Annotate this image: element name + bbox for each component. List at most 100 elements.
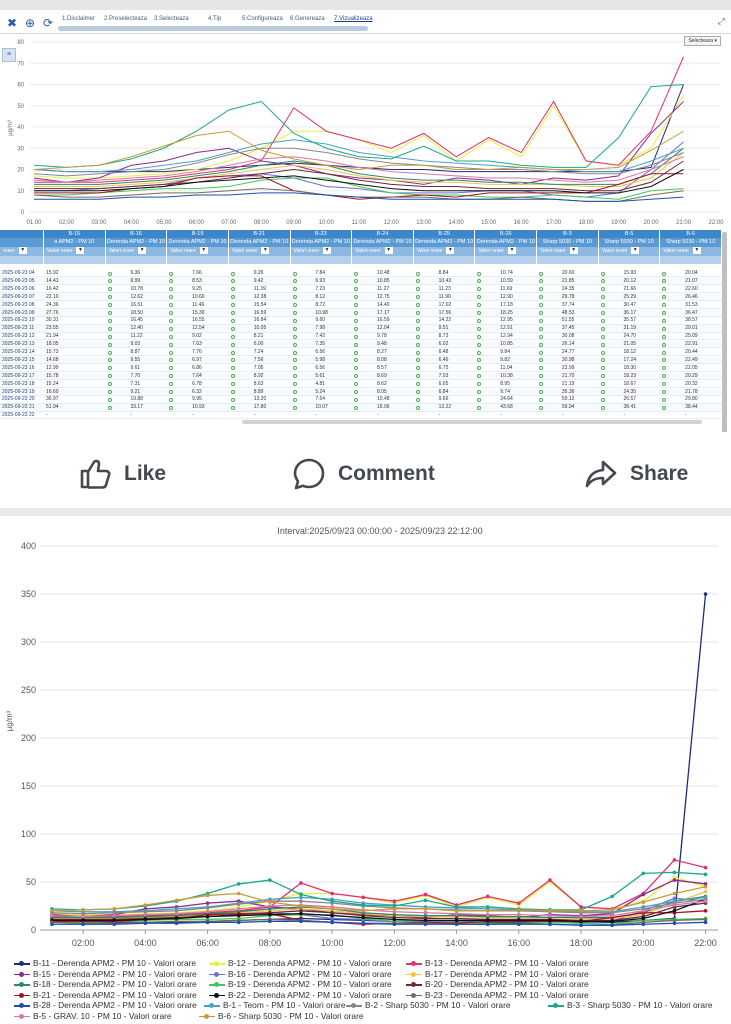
side-tab-icon[interactable]: ≡ — [2, 48, 16, 62]
status-dot — [600, 311, 605, 315]
step-disclaimer[interactable]: 1.Disclaimer — [62, 16, 96, 22]
table-row[interactable]: 2025-09-23 09 27.76 18.50 15.30 16.59 10.98 17… — [0, 309, 722, 317]
column-filter[interactable]: Valori orare ▼ — [228, 247, 290, 256]
cell-value: 16.59 — [253, 309, 267, 316]
filter-icon[interactable]: ▼ — [76, 247, 85, 255]
legend-item[interactable]: B-12 - Derenda APM2 - PM 10 - Valori ora… — [209, 958, 392, 968]
filter-icon[interactable]: ▼ — [692, 247, 701, 255]
table-row[interactable]: 2025-09-23 22 - - - - - - - - - - - — [0, 412, 722, 420]
legend-item[interactable]: B-1 - Teom - PM 10 - Valori orare — [204, 1000, 346, 1010]
column-header[interactable]: B-21 Derenda APM2 - PM 10 Valori orare ▼ — [228, 230, 291, 264]
table-row[interactable]: 2025-09-23 06 16.42 10.78 9.25 11.39 7.23 11.2… — [0, 286, 722, 294]
legend-item[interactable]: B-19 - Derenda APM2 - PM 10 - Valori ora… — [209, 979, 392, 989]
close-icon[interactable]: ✖ — [6, 16, 18, 30]
status-dot — [230, 366, 235, 371]
step-type[interactable]: 4.Tip — [208, 16, 222, 22]
select-button[interactable]: Selecteaza ▾ — [684, 36, 721, 46]
table-row[interactable]: 2025-09-23 04 15.92 9.36 7.66 9.26 7.84 10.48 8… — [0, 270, 722, 278]
table-row[interactable]: 2025-09-23 20 36.97 19.88 9.95 13.20 7.64 10.4… — [0, 396, 722, 404]
legend-item[interactable]: B-22 - Derenda APM2 - PM 10 - Valori ora… — [209, 990, 392, 1000]
table-row[interactable]: 2025-09-23 15 14.68 9.55 6.97 7.56 5.98 8.08 6.… — [0, 356, 722, 365]
column-filter[interactable]: Valori orare ▼ — [660, 247, 721, 256]
column-filter[interactable]: Valori orare ▼ — [290, 247, 352, 256]
step-visualize[interactable]: 7.Vizualizeaza — [334, 16, 373, 22]
share-button[interactable]: Share — [584, 456, 688, 492]
table-row[interactable]: 2025-09-23 19 16.60 9.21 6.32 8.89 5.24 8.05 6.… — [0, 388, 722, 396]
legend-item[interactable]: B-21 - Derenda APM2 - PM 10 - Valori ora… — [14, 990, 197, 1000]
table-row[interactable]: 2025-09-23 07 22.10 12.62 10.60 12.38 8.12 12.… — [0, 293, 722, 301]
column-header[interactable]: B-15 a APM2 - PM 10 Valori orare ▼ — [44, 230, 106, 264]
expand-icon[interactable]: ⤢ — [717, 16, 725, 26]
table-row[interactable]: 2025-09-23 12 21.94 11.22 9.02 8.21 7.42 9.78 8… — [0, 333, 722, 341]
column-filter[interactable]: Valori orare ▼ — [413, 247, 475, 256]
refresh-icon[interactable]: ⟳ — [42, 16, 54, 30]
vertical-scrollbar[interactable] — [722, 232, 727, 516]
filter-icon[interactable]: ▼ — [323, 247, 332, 255]
table-row[interactable]: 2025-09-23 05 14.41 9.99 8.53 9.42 6.93 10.85 1… — [0, 277, 722, 286]
filter-icon[interactable]: ▼ — [446, 247, 455, 255]
status-dot — [662, 405, 667, 410]
column-filter[interactable]: orare ▼ — [0, 247, 43, 256]
filter-icon[interactable]: ▼ — [138, 247, 147, 255]
legend-item[interactable]: B-6 - Sharp 5030 - PM 10 - Valori orare — [199, 1011, 364, 1021]
column-filter[interactable]: Valori orare ▼ — [44, 247, 105, 256]
zoom-icon[interactable]: ⊕ — [24, 16, 36, 30]
legend-item[interactable]: B-2 - Sharp 5030 - PM 10 - Valori orare — [346, 1000, 511, 1010]
filter-icon[interactable]: ▼ — [569, 247, 578, 255]
legend-item[interactable]: B-16 - Derenda APM2 - PM 10 - Valori ora… — [209, 969, 392, 979]
comment-button[interactable]: Comment — [292, 456, 435, 492]
column-filter[interactable]: Valori orare ▼ — [352, 247, 413, 256]
data-point — [112, 910, 117, 915]
column-header[interactable]: orare ▼ — [0, 230, 44, 264]
cell-value: 17.18 — [500, 301, 513, 308]
column-header[interactable]: B-23 Derenda APM2 - PM 10 Valori orare ▼ — [290, 230, 353, 264]
table-row[interactable]: 2025-09-23 13 18.05 9.03 7.63 6.00 7.35 9.48 6.… — [0, 341, 722, 349]
filter-icon[interactable]: ▼ — [199, 247, 208, 255]
table-row[interactable]: 2025-09-23 14 15.73 8.87 7.76 7.24 6.56 8.27 6.… — [0, 349, 722, 357]
column-filter[interactable]: Valori orare ▼ — [598, 247, 660, 256]
data-point — [112, 922, 117, 927]
table-row[interactable]: 2025-09-23 21 51.94 33.17 10.93 17.80 10.07 16… — [0, 404, 722, 412]
step-configure[interactable]: 5.Configureaza — [242, 16, 283, 22]
legend-item[interactable]: B-28 - Derenda APM2 - PM 10 - Valori ora… — [14, 1000, 197, 1010]
legend-item[interactable]: B-13 - Derenda APM2 - PM 10 - Valori ora… — [406, 958, 589, 968]
legend-item[interactable]: B-17 - Derenda APM2 - PM 10 - Valori ora… — [406, 969, 589, 979]
table-row[interactable]: 2025-09-23 16 12.99 9.61 6.86 7.05 6.56 8.57 6.… — [0, 365, 722, 373]
step-generate[interactable]: 6.Genereaza — [290, 16, 325, 22]
column-filter[interactable]: Valori orare ▼ — [105, 247, 167, 256]
legend-item[interactable]: B-18 - Derenda APM2 - PM 10 - Valori ora… — [14, 979, 197, 989]
series-line-16 — [51, 900, 706, 918]
legend-item[interactable]: B-5 - GRAV. 10 - PM 10 - Valori orare — [14, 1011, 172, 1021]
table-row[interactable]: 2025-09-23 10 30.31 16.45 16.55 16.84 9.60 16.… — [0, 317, 722, 325]
table-row[interactable]: 2025-09-23 17 15.78 7.70 7.64 8.92 5.61 8.69 7.… — [0, 372, 722, 380]
table-row[interactable]: 2025-09-23 11 23.55 12.40 12.54 10.05 7.98 12.… — [0, 325, 722, 333]
legend-item[interactable]: B-20 - Derenda APM2 - PM 10 - Valori ora… — [406, 979, 589, 989]
horizontal-scrollbar[interactable] — [242, 420, 702, 424]
legend-item[interactable]: B-11 - Derenda APM2 - PM 10 - Valori ora… — [14, 958, 196, 968]
filter-icon[interactable]: ▼ — [261, 247, 270, 255]
filter-icon[interactable]: ▼ — [631, 247, 640, 255]
table-row[interactable]: 2025-09-23 08 24.36 16.51 11.46 15.54 8.72 14.… — [0, 302, 722, 309]
filter-icon[interactable]: ▼ — [507, 247, 516, 255]
column-header[interactable]: B-3 Sharp 5030 - PM 10 Valori orare ▼ — [537, 230, 599, 264]
like-button[interactable]: Like — [78, 456, 166, 492]
legend-item[interactable]: B-15 - Derenda APM2 - PM 10 - Valori ora… — [14, 969, 197, 979]
step-select[interactable]: 3.Selecteaza — [154, 16, 189, 22]
column-header[interactable]: B-6 Sharp 5030 - PM 10 Valori orare ▼ — [660, 230, 722, 264]
column-header[interactable]: B-5 Sharp 5030 - PM 10 Valori orare ▼ — [598, 230, 661, 264]
legend-item[interactable]: B-23 - Derenda APM2 - PM 10 - Valori ora… — [406, 990, 589, 1000]
filter-icon[interactable]: ▼ — [384, 247, 393, 255]
status-dot — [292, 405, 297, 410]
column-filter[interactable]: Valori orare ▼ — [475, 247, 537, 256]
column-header[interactable]: B-19 Derenda APM2 - PM 10 Valori orare ▼ — [167, 230, 229, 264]
column-header[interactable]: B-24 Derenda APM2 - PM 10 Valori orare ▼ — [352, 230, 414, 264]
column-header[interactable]: B-25 Derenda APM2 - PM 10 Valori orare ▼ — [413, 230, 476, 264]
table-row[interactable]: 2025-09-23 18 15.24 7.31 6.78 8.63 4.81 8.62 6.… — [0, 381, 722, 388]
column-header[interactable]: B-26 Derenda APM2 - PM 10 Valori orare ▼ — [475, 230, 538, 264]
legend-item[interactable]: B-3 - Sharp 5030 - PM 10 - Valori orare — [548, 1000, 713, 1010]
filter-icon[interactable]: ▼ — [18, 247, 27, 255]
step-preselect[interactable]: 2.Preselecteaza — [104, 16, 148, 22]
column-filter[interactable]: Valori orare ▼ — [167, 247, 228, 256]
column-header[interactable]: B-16 Derenda APM2 - PM 10 Valori orare ▼ — [105, 230, 168, 264]
column-filter[interactable]: Valori orare ▼ — [537, 247, 598, 256]
